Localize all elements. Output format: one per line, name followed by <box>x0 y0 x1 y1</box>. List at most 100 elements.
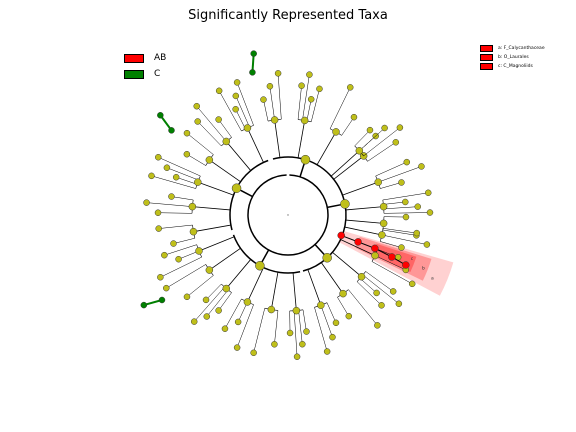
tree-node-11 <box>379 202 388 211</box>
class-stem-0-3 <box>345 219 384 224</box>
tree-node-32 <box>332 319 340 327</box>
tree-node-4 <box>418 163 425 170</box>
leaf-stem-1-3-1 <box>320 305 333 338</box>
leaf-stem-2-3-2 <box>194 286 225 322</box>
tree-node-111 <box>140 301 148 309</box>
tree-node-5 <box>398 179 405 186</box>
class-stem-1-1 <box>332 251 362 278</box>
tree-node-113 <box>250 50 257 57</box>
class-stem-2-3 <box>225 259 252 289</box>
leaf-stem-2-0-1 <box>298 310 303 345</box>
clade-letter-a: a <box>431 276 434 281</box>
legend-swatch-c <box>124 69 144 79</box>
tree-node-63 <box>155 225 162 232</box>
leaf-stem-0-4-2 <box>380 241 402 248</box>
tree-node-40 <box>286 329 294 337</box>
leaf-stem-4-0-0 <box>263 99 269 122</box>
clade-legend-swatch-a <box>480 45 493 52</box>
tree-node-52 <box>202 296 210 304</box>
clade-legend-label-b: b: O_Laurales <box>498 55 529 60</box>
tree-node-114 <box>249 69 256 76</box>
leaf-stem-1-3-2 <box>314 307 328 352</box>
tree-root <box>287 214 289 216</box>
leaf-stem-2-2-0 <box>236 304 254 348</box>
class-stem-3-0 <box>193 224 231 233</box>
leaf-stem-4-1-1 <box>302 74 310 121</box>
tree-node-96 <box>346 84 354 91</box>
tree-node-99 <box>366 126 374 134</box>
tree-node-29 <box>374 322 381 329</box>
leaf-stem-3-1-1 <box>146 202 193 207</box>
tree-node-36 <box>322 253 332 263</box>
leaf-stem-4-3-2 <box>363 127 401 157</box>
tree-node-51 <box>190 318 198 325</box>
clade-legend-entry-c: c: C_Magnoliids <box>480 62 545 71</box>
tree-node-31 <box>339 289 347 298</box>
class-stem-2-4 <box>209 247 241 271</box>
tree-node-9 <box>414 203 421 210</box>
tree-node-104 <box>337 231 345 240</box>
tree-node-62 <box>170 240 177 247</box>
class-stem-1-0 <box>340 239 376 256</box>
leaf-stem-1-3-0 <box>326 302 337 323</box>
root-ring <box>247 174 329 256</box>
tree-node-110 <box>168 127 175 134</box>
leaf-stem-2-0-0 <box>302 309 307 332</box>
clade-legend-entry-b: b: O_Laurales <box>480 53 545 62</box>
tree-node-46 <box>234 318 242 326</box>
leaf-stem-1-1-1 <box>362 274 400 304</box>
tree-node-64 <box>189 227 198 236</box>
class-stem-3-4 <box>225 141 252 171</box>
tree-node-65 <box>154 209 162 216</box>
legend-label-ab: AB <box>154 53 167 63</box>
tree-node-92 <box>306 71 313 78</box>
clade-legend-label-c: c: C_Magnoliids <box>498 64 533 69</box>
clade-letter-b: b <box>422 266 425 272</box>
tree-node-30 <box>345 312 353 320</box>
leaf-stem-3-1-2 <box>171 196 194 201</box>
tree-node-39 <box>293 353 301 360</box>
clade-legend-label-a: a: F_Calycanthaceae <box>498 46 545 51</box>
leaf-stem-3-5-3 <box>236 82 254 126</box>
tree-node-47 <box>221 325 229 332</box>
leaf-stem-3-5-0 <box>218 90 242 132</box>
leaf-stem-4-1-2 <box>306 99 312 121</box>
legend-entry-c: C <box>124 66 166 82</box>
tree-node-55 <box>163 284 170 292</box>
tree-node-45 <box>233 344 241 351</box>
class-stem-3-1 <box>192 206 231 211</box>
class-stem-0-4 <box>344 226 382 236</box>
class-stem-2-0 <box>292 272 297 311</box>
tree-node-105 <box>354 238 362 246</box>
leaf-stem-2-3-0 <box>218 292 232 311</box>
leaf-stem-2-4-0 <box>186 275 214 298</box>
tree-node-1 <box>392 139 400 146</box>
tree-node-28 <box>357 272 366 281</box>
clade-legend-swatch-b <box>480 54 493 61</box>
tree-node-106 <box>371 244 379 253</box>
tree-node-10 <box>426 209 434 216</box>
leaf-stem-3-2-2 <box>166 167 199 181</box>
leaf-stem-3-5-1 <box>235 109 246 130</box>
tree-node-70 <box>172 173 180 181</box>
tree-node-93 <box>307 96 315 103</box>
leaf-stem-0-1-2 <box>380 182 402 189</box>
tree-node-48 <box>243 298 252 306</box>
leaf-stem-1-0-2 <box>371 261 413 285</box>
tree-node-50 <box>203 313 211 320</box>
tree-node-74 <box>183 150 191 158</box>
leaf-stem-1-1-0 <box>365 271 394 292</box>
tree-node-81 <box>215 87 223 95</box>
leaf-stem-4-3-0 <box>354 129 371 147</box>
tree-node-37 <box>303 328 310 335</box>
clade-highlight-c <box>338 230 454 296</box>
class-stem-4-2 <box>316 131 337 165</box>
tree-node-67 <box>168 193 175 200</box>
tree-node-102 <box>355 147 364 155</box>
tree-node-69 <box>148 172 155 180</box>
tree-node-101 <box>396 124 404 131</box>
leaf-stem-3-3-1 <box>186 132 214 155</box>
leaf-stem-2-1-1 <box>253 308 266 353</box>
tree-node-89 <box>274 70 282 77</box>
tree-node-60 <box>195 247 203 255</box>
